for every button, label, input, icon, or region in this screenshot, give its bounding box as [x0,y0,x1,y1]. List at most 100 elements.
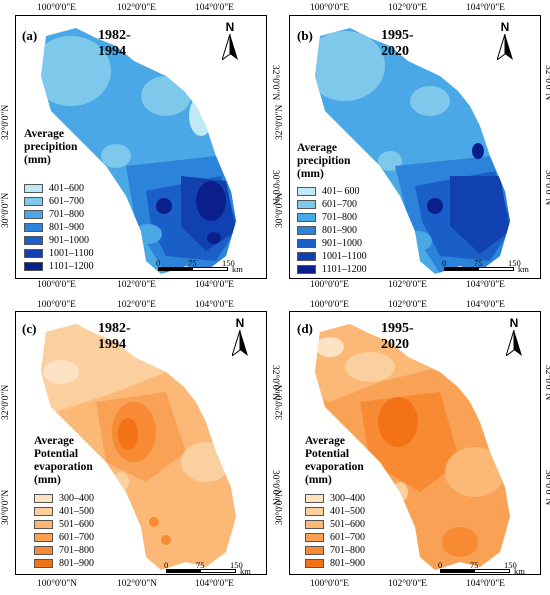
legend-item: 801–900 [34,557,94,570]
north-label: N [500,20,510,34]
north-arrow-icon [231,329,248,358]
north-arrow: N [221,20,238,65]
panel-title: 1995-2020 [381,28,414,59]
legend-item: 601–700 [297,198,367,211]
panel-title: 1982-1994 [98,28,131,59]
legend-label: 801–900 [59,558,94,569]
legend-item: 701–800 [34,544,94,557]
legend-swatch [34,507,53,516]
north-label: N [235,316,245,330]
legend-label: 801–900 [49,222,84,233]
legend-label: 701–800 [322,212,357,223]
lon-label-104: 104°0'0"E [466,3,505,13]
legend-label: 901–1000 [322,238,362,249]
legend-label: 401–600 [49,183,84,194]
legend-swatch [34,520,53,529]
north-arrow-icon [221,33,238,62]
legend-item: 401– 600 [297,185,367,198]
lon-label-102: 102°0'0"E [388,3,427,13]
map-frame-a [15,15,267,279]
legend-title: Average precipition (mm) [24,128,78,166]
legend-swatch [305,533,324,542]
panel-title: 1982-1994 [98,321,131,352]
legend-swatch [24,223,43,232]
panel-label: (a) [22,28,38,43]
legend-swatch [34,559,53,568]
legend-item: 501–600 [305,518,365,531]
precip-map-b [315,28,510,274]
lat-label-30-right: 30°0'0"N [543,470,550,506]
legend-item: 401–500 [34,505,94,518]
lon-label-104: 104°0'0"E [195,3,234,13]
lat-label-30: 30°0'0"N [275,192,285,228]
lon-label-100-bottom: 100°0'0"N [37,579,77,589]
lat-label-32: 32°0'0"N [1,104,11,140]
north-arrow: N [496,20,513,65]
lon-label-100: 100°0'0"E [310,300,349,310]
legend-swatch [305,507,324,516]
panel-label: (b) [297,28,313,43]
legend-item: 1001–1100 [24,247,94,260]
legend-label: 801–900 [330,558,365,569]
legend-item: 1001–1100 [297,250,367,263]
legend-swatch [24,210,43,219]
map-frame-d [289,311,541,575]
legend-label: 401–500 [330,506,365,517]
legend-item: 401–500 [305,505,365,518]
legend-swatch [24,184,43,193]
legend-label: 1101–1200 [322,264,367,275]
lon-label-104-bottom: 104°0'0"E [466,579,505,589]
legend-item: 901–1000 [24,234,94,247]
legend-label: 300–400 [59,493,94,504]
legend-item: 501–600 [34,518,94,531]
legend-item: 701–800 [24,208,94,221]
panel-title: 1995-2020 [381,321,414,352]
lon-label-102: 102°0'0"E [117,300,156,310]
legend-swatch [34,533,53,542]
legend-item: 300–400 [305,492,365,505]
lat-label-30: 30°0'0"N [1,192,11,228]
legend-label: 401–500 [59,506,94,517]
legend-label: 1001–1100 [49,248,94,259]
legend-item: 701–800 [305,544,365,557]
legend-label: 401– 600 [322,186,360,197]
north-arrow: N [231,316,248,361]
legend-swatch [34,494,53,503]
legend-label: 801–900 [322,225,357,236]
lon-label-102: 102°0'0"E [388,300,427,310]
lat-label-32-right: 32°0'0"N [270,65,280,101]
legend-swatch [305,520,324,529]
north-arrow-icon [496,33,513,62]
evap-map-d [315,324,510,570]
legend-item: 401–600 [24,182,94,195]
legend-swatch [297,187,316,196]
legend-swatch [24,249,43,258]
legend-label: 701–800 [330,545,365,556]
lon-label-102: 102°0'0"E [117,3,156,13]
lat-label-30-right: 30°0'0"N [543,170,550,206]
legend-item: 801–900 [305,557,365,570]
legend-label: 601–700 [49,196,84,207]
lat-label-32-right: 32°0'0"N [543,65,550,101]
legend-label: 501–600 [59,519,94,530]
lon-label-104-bottom: 104°0'0"E [466,280,505,290]
lon-label-100: 100°0'0"E [37,3,76,13]
lon-label-102-bottom: 102°0'0"E [388,579,427,589]
legend-label: 901–1000 [49,235,89,246]
map-frame-b [289,15,541,279]
map-frame-c [15,311,267,575]
lat-label-30: 30°0'0"N [1,489,11,525]
legend-label: 701–800 [49,209,84,220]
legend-swatch [297,265,316,274]
lat-label-30: 30°0'0"N [275,489,285,525]
legend-label: 1101–1200 [49,261,94,272]
legend-label: 300–400 [330,493,365,504]
north-label: N [225,20,235,34]
legend-title: Average Potential evaporation (mm) [34,435,93,486]
lat-label-32: 32°0'0"N [1,384,11,420]
legend-b: 401– 600 601–700 701–800 801–900 901–1000 100… [297,185,367,276]
legend-item: 901–1000 [297,237,367,250]
legend-item: 701–800 [297,211,367,224]
lon-label-102-bottom: 102°0'0"N [117,579,157,589]
north-arrow-icon [505,329,522,358]
